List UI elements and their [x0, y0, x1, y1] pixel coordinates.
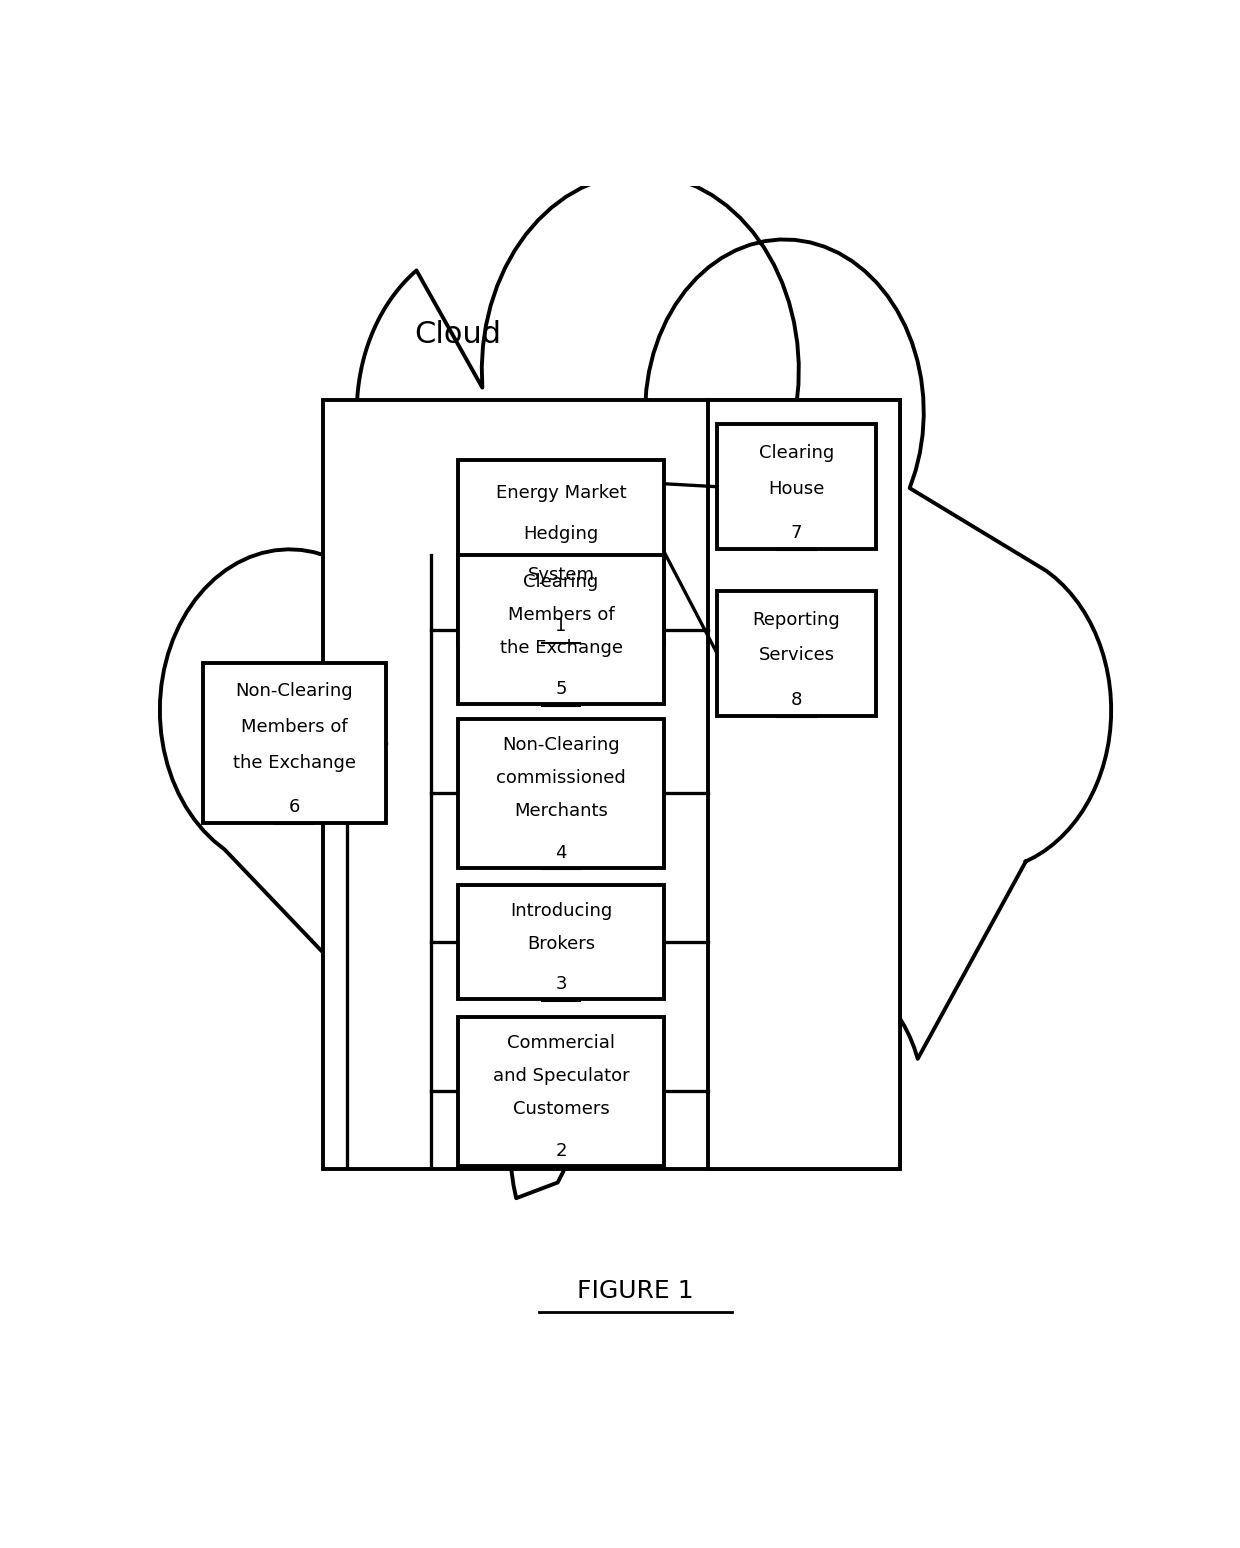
Text: FIGURE 1: FIGURE 1	[577, 1279, 694, 1303]
Bar	[458, 556, 665, 704]
Bar	[458, 460, 665, 644]
Text: Clearing: Clearing	[523, 573, 599, 591]
Bar	[458, 718, 665, 867]
Text: 1: 1	[556, 618, 567, 635]
Bar	[458, 885, 665, 998]
Bar	[203, 663, 386, 824]
Bar	[458, 1017, 665, 1166]
Text: 8: 8	[791, 690, 802, 709]
Text: Cloud: Cloud	[414, 320, 501, 350]
Text: 4: 4	[556, 844, 567, 862]
Bar	[717, 591, 875, 717]
Text: Hedging: Hedging	[523, 525, 599, 543]
Text: Energy Market: Energy Market	[496, 485, 626, 502]
Text: 7: 7	[791, 525, 802, 542]
Bar	[717, 424, 875, 550]
Text: Non-Clearing: Non-Clearing	[236, 683, 353, 700]
Text: 6: 6	[289, 799, 300, 816]
Text: Members of: Members of	[241, 718, 347, 735]
Text: Reporting: Reporting	[753, 610, 841, 628]
Text: Non-Clearing: Non-Clearing	[502, 735, 620, 754]
Text: commissioned: commissioned	[496, 769, 626, 788]
Text: Members of: Members of	[507, 605, 614, 624]
Text: 3: 3	[556, 975, 567, 994]
Text: Brokers: Brokers	[527, 935, 595, 952]
Text: Merchants: Merchants	[515, 802, 608, 820]
Text: 5: 5	[556, 681, 567, 698]
Text: the Exchange: the Exchange	[233, 754, 356, 771]
Bar	[324, 401, 900, 1169]
Text: 2: 2	[556, 1142, 567, 1159]
Polygon shape	[160, 173, 1111, 1198]
Text: the Exchange: the Exchange	[500, 639, 622, 656]
Text: and Speculator: and Speculator	[492, 1067, 630, 1085]
Text: Introducing: Introducing	[510, 902, 613, 921]
Text: Services: Services	[759, 647, 835, 664]
Text: System: System	[527, 567, 594, 584]
Text: House: House	[769, 480, 825, 497]
Text: Commercial: Commercial	[507, 1034, 615, 1053]
Text: Clearing: Clearing	[759, 444, 835, 461]
Bar	[708, 401, 900, 1169]
Text: Customers: Customers	[512, 1101, 609, 1118]
